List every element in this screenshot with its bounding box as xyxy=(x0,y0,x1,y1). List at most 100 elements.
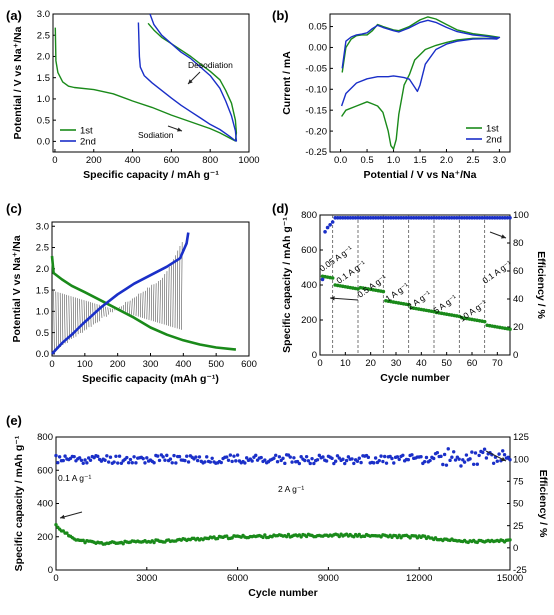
y-tick-label: 600 xyxy=(301,245,317,256)
efficiency-point xyxy=(230,459,234,464)
y-axis-label: Specific capacity / mAh g⁻¹ xyxy=(281,217,293,353)
cycle-hatch-line xyxy=(137,293,140,317)
x-tick-label: 0 xyxy=(52,155,57,166)
x-tick-label: 12000 xyxy=(406,573,432,584)
efficiency-point xyxy=(145,456,149,460)
efficiency-point xyxy=(434,216,439,220)
x-tick-label: 600 xyxy=(163,155,179,166)
efficiency-point xyxy=(254,453,258,458)
efficiency-point xyxy=(422,459,427,464)
cycle-hatch-line xyxy=(142,291,144,318)
y-tick-label: 600 xyxy=(37,465,53,476)
efficiency-point xyxy=(315,458,320,462)
efficiency-point xyxy=(500,216,505,220)
annotation-sodiation: Sodiation xyxy=(138,130,174,140)
cycle-hatch-line xyxy=(83,300,85,331)
efficiency-point xyxy=(491,461,496,465)
annotation-rate-2: 2 A g⁻¹ xyxy=(278,484,304,494)
x-axis-label: Potential / V vs Na⁺/Na xyxy=(364,169,477,181)
efficiency-point xyxy=(359,460,363,465)
plot-frame xyxy=(51,221,250,357)
y-tick-label: 2.0 xyxy=(36,264,49,275)
efficiency-point xyxy=(234,459,238,463)
efficiency-point xyxy=(481,450,485,455)
efficiency-point xyxy=(377,458,381,463)
efficiency-point xyxy=(77,456,82,460)
efficiency-point xyxy=(401,216,406,220)
capacity-point xyxy=(152,540,156,545)
efficiency-point xyxy=(428,458,432,463)
y-tick-label: 2.5 xyxy=(37,30,50,41)
cycle-hatch-line xyxy=(59,292,62,347)
efficiency-point xyxy=(498,216,502,220)
panel-e: 0 3000 6000 9000 12000 15000 0 200 400 600 800 Cycl… xyxy=(6,413,549,599)
efficiency-point xyxy=(373,456,378,460)
x-axis-label: Specific capacity / mAh g⁻¹ xyxy=(83,169,219,181)
x-tick-label: 40 xyxy=(416,358,427,369)
efficiency-point xyxy=(467,216,472,220)
efficiency-point xyxy=(406,458,411,462)
annotation-desodiation: Desodiation xyxy=(188,60,233,70)
efficiency-point xyxy=(185,454,189,458)
efficiency-point xyxy=(330,220,335,224)
efficiency-point xyxy=(306,459,311,463)
arrow-desodiation-head xyxy=(188,79,193,84)
x-tick-label: 500 xyxy=(208,359,224,370)
efficiency-point xyxy=(348,216,353,220)
efficiency-point xyxy=(232,454,236,458)
efficiency-point xyxy=(272,456,276,460)
efficiency-point xyxy=(330,456,334,461)
efficiency-point xyxy=(442,452,447,457)
efficiency-point xyxy=(502,453,507,457)
series-line xyxy=(137,13,238,142)
efficiency-point xyxy=(317,453,322,458)
y2-tick-label: -25 xyxy=(513,565,527,576)
capacity-point xyxy=(330,276,335,280)
efficiency-point xyxy=(292,456,296,460)
cycle-hatch-line xyxy=(133,297,135,316)
x-tick-label: 60 xyxy=(467,358,478,369)
efficiency-point xyxy=(399,216,403,220)
efficiency-point xyxy=(341,457,345,461)
x-tick-label: 300 xyxy=(143,359,159,370)
efficiency-point xyxy=(130,461,134,465)
efficiency-point xyxy=(274,453,278,457)
legend-label: 2nd xyxy=(486,135,502,146)
efficiency-point xyxy=(174,461,178,465)
cycle-hatch-line xyxy=(131,298,133,315)
y-tick-label: 1.5 xyxy=(36,285,49,296)
efficiency-point xyxy=(401,453,405,457)
efficiency-point xyxy=(125,455,129,460)
efficiency-point xyxy=(396,216,401,220)
efficiency-point xyxy=(325,225,330,230)
y2-tick-label: 60 xyxy=(513,266,524,277)
efficiency-point xyxy=(172,453,176,458)
x-tick-label: 0 xyxy=(49,359,54,370)
efficiency-point xyxy=(497,452,501,456)
capacity-point xyxy=(261,535,265,540)
efficiency-point xyxy=(85,461,89,465)
efficiency-point xyxy=(470,450,474,454)
y-tick-label: 800 xyxy=(37,432,53,443)
efficiency-point xyxy=(457,457,461,461)
panel-label: (e) xyxy=(6,413,22,428)
efficiency-point xyxy=(392,461,396,465)
efficiency-point xyxy=(112,460,116,464)
efficiency-point xyxy=(195,458,200,463)
x-tick-label: 6000 xyxy=(227,573,248,584)
y-tick-label: 1.0 xyxy=(36,307,49,318)
efficiency-point xyxy=(471,462,476,466)
efficiency-point xyxy=(259,455,263,460)
y-tick-label: -0.25 xyxy=(305,147,327,158)
efficiency-point xyxy=(225,455,229,459)
x-tick-label: 1000 xyxy=(238,155,259,166)
efficiency-point xyxy=(352,461,356,466)
y2-tick-label: 20 xyxy=(513,322,524,333)
x-axis-label: Cycle number xyxy=(380,372,449,384)
efficiency-point xyxy=(414,216,419,220)
efficiency-point xyxy=(441,462,445,467)
efficiency-point xyxy=(186,460,191,464)
plot-frame xyxy=(319,214,511,356)
x-tick-label: 800 xyxy=(202,155,218,166)
